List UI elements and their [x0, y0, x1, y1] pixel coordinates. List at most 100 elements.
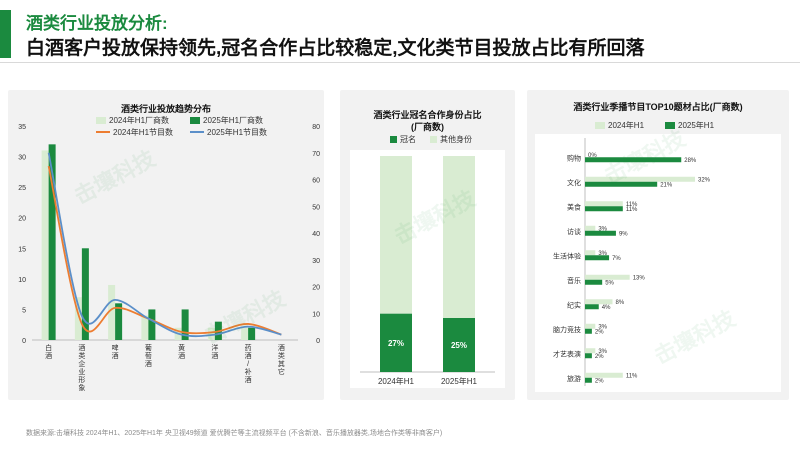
- y-left-tick-label: 5: [22, 307, 26, 314]
- trend-chart-title: 酒类行业投放趋势分布: [120, 104, 211, 114]
- accent-bar: [0, 10, 11, 58]
- data-label-genre-2025: 21%: [660, 182, 673, 188]
- y-tick-label: 文化: [567, 178, 581, 187]
- data-source-note: 数据来源:击壤科技 2024年H1、2025年H1年 央卫视49频道 爱优腾芒等…: [26, 430, 443, 437]
- bar-genre-2025: [585, 157, 682, 163]
- bar-genre-2024: [585, 372, 623, 378]
- bar-genre-2024: [585, 274, 630, 280]
- data-label-genre-2024: 11%: [626, 202, 638, 208]
- y-left-tick-label: 0: [22, 338, 26, 345]
- bar-2025-vendors: [48, 144, 56, 340]
- y-right-tick-label: 50: [312, 204, 320, 211]
- data-label-genre-2025: 11%: [626, 207, 638, 213]
- y-tick-label: 访谈: [567, 227, 581, 236]
- y-right-tick-label: 20: [312, 285, 320, 292]
- y-right-tick-label: 60: [312, 178, 320, 185]
- bar-genre-2025: [585, 206, 623, 212]
- x-tick-label: 葡萄酒: [145, 343, 152, 368]
- bar-genre-2025: [585, 255, 610, 261]
- sponsorship-chart-title: 酒类行业冠名合作身份占比: [373, 110, 482, 120]
- legend-2024-vendors: 2024年H1厂商数: [96, 115, 169, 126]
- bar-genre-2024: [585, 201, 623, 207]
- legend-genre-2024: 2024年H1: [595, 120, 644, 131]
- y-right-tick-label: 80: [312, 124, 320, 131]
- bar-genre-2025: [585, 230, 616, 236]
- bar-genre-2025: [585, 181, 658, 187]
- legend-genre-2025: 2025年H1: [665, 120, 714, 131]
- legend-title-sponsor: 冠名: [390, 134, 416, 145]
- header-divider: [0, 62, 800, 63]
- data-label-genre-2024: 0%: [588, 153, 597, 159]
- data-label-genre-2025: 2%: [595, 354, 604, 360]
- data-label-genre-2025: 7%: [612, 256, 621, 262]
- y-left-tick-label: 15: [18, 246, 26, 253]
- trend-chart-panel: 酒类行业投放趋势分布 2024年H1厂商数 2025年H1厂商数 2024年H1…: [8, 90, 324, 400]
- data-label-genre-2024: 13%: [633, 275, 646, 281]
- y-tick-label: 纪实: [567, 300, 581, 309]
- data-label-genre-2024: 3%: [598, 324, 607, 330]
- data-label-genre-2024: 3%: [598, 251, 607, 257]
- data-label-title-sponsor: 27%: [388, 339, 404, 348]
- legend-other-identity: 其他身份: [430, 134, 472, 145]
- x-tick-label: 黄酒: [178, 343, 185, 360]
- y-right-tick-label: 40: [312, 231, 320, 238]
- data-label-genre-2024: 8%: [616, 300, 625, 306]
- data-label-genre-2025: 9%: [619, 231, 628, 237]
- data-label-genre-2025: 4%: [602, 305, 611, 311]
- bar-2025-vendors: [115, 303, 123, 340]
- data-label-genre-2025: 28%: [684, 158, 697, 164]
- x-tick-label: 啤酒: [112, 343, 119, 360]
- y-tick-label: 脑力竞技: [553, 325, 581, 334]
- data-label-genre-2024: 3%: [598, 226, 607, 232]
- y-left-tick-label: 10: [18, 277, 26, 284]
- bar-genre-2024: [585, 323, 596, 329]
- y-left-tick-label: 35: [18, 124, 26, 131]
- y-tick-label: 生活体验: [553, 251, 581, 260]
- bar-2025-vendors: [181, 309, 189, 340]
- trend-chart: 0 5 10 15 20 25 30 35 0 10 20 30 40 50 60 70 80 白酒 酒类企业形象 啤…: [18, 124, 320, 392]
- bar-title-sponsor: [443, 318, 475, 372]
- sponsorship-chart-title-line2: (厂商数): [411, 122, 444, 132]
- x-tick-label: 洋酒: [211, 343, 218, 360]
- genre-chart-title: 酒类行业季播节目TOP10题材占比(厂商数): [573, 102, 743, 112]
- genre-chart: 购物 0%28%文化 32%21%美食 11%11%访谈 3%9%生活体验 3%7%音乐 1…: [535, 134, 781, 392]
- y-right-tick-label: 10: [312, 311, 320, 318]
- x-tick-label: 2025年H1: [441, 376, 478, 386]
- legend-2025-programs: 2025年H1节目数: [190, 127, 267, 138]
- bar-genre-2025: [585, 353, 592, 359]
- sponsorship-chart: 27% 2024年H1 25% 2025年H1: [350, 150, 505, 388]
- data-label-genre-2025: 2%: [595, 329, 604, 335]
- bar-genre-2025: [585, 377, 592, 383]
- data-label-genre-2024: 11%: [626, 373, 638, 379]
- bar-genre-2024: [585, 250, 596, 256]
- bar-other-identity: [443, 156, 475, 318]
- bar-genre-2024: [585, 176, 695, 182]
- bar-2025-vendors: [148, 309, 156, 340]
- bar-2024-vendors: [41, 150, 49, 340]
- y-right-tick-label: 70: [312, 151, 320, 158]
- x-tick-label: 酒类企业形象: [78, 344, 85, 392]
- bar-2025-vendors: [81, 248, 89, 340]
- y-left-tick-label: 25: [18, 185, 26, 192]
- bar-2024-vendors: [207, 327, 215, 340]
- y-left-tick-label: 30: [18, 155, 26, 162]
- data-label-genre-2025: 2%: [595, 378, 604, 384]
- genre-chart-panel: 酒类行业季播节目TOP10题材占比(厂商数) 2024年H1 2025年H1 购…: [527, 90, 789, 400]
- page-subtitle: 白酒客户投放保持领先,冠名合作占比较稳定,文化类节目投放占比有所回落: [26, 38, 645, 59]
- line-2025-programs: [47, 152, 282, 338]
- y-tick-label: 音乐: [567, 276, 581, 285]
- bar-genre-2025: [585, 279, 603, 285]
- y-tick-label: 美食: [567, 202, 581, 211]
- bar-genre-2024: [585, 299, 613, 305]
- bar-2024-vendors: [108, 284, 116, 340]
- bar-genre-2025: [585, 328, 592, 334]
- bar-genre-2025: [585, 304, 599, 310]
- plot-area: [350, 150, 505, 388]
- y-right-tick-label: 30: [312, 258, 320, 265]
- legend-2024-programs: 2024年H1节目数: [96, 127, 173, 138]
- bar-2025-vendors: [248, 327, 256, 340]
- y-left-tick-label: 20: [18, 216, 26, 223]
- bar-2024-vendors: [241, 327, 249, 340]
- x-tick-label: 酒类其它: [278, 344, 285, 376]
- bar-title-sponsor: [380, 313, 412, 372]
